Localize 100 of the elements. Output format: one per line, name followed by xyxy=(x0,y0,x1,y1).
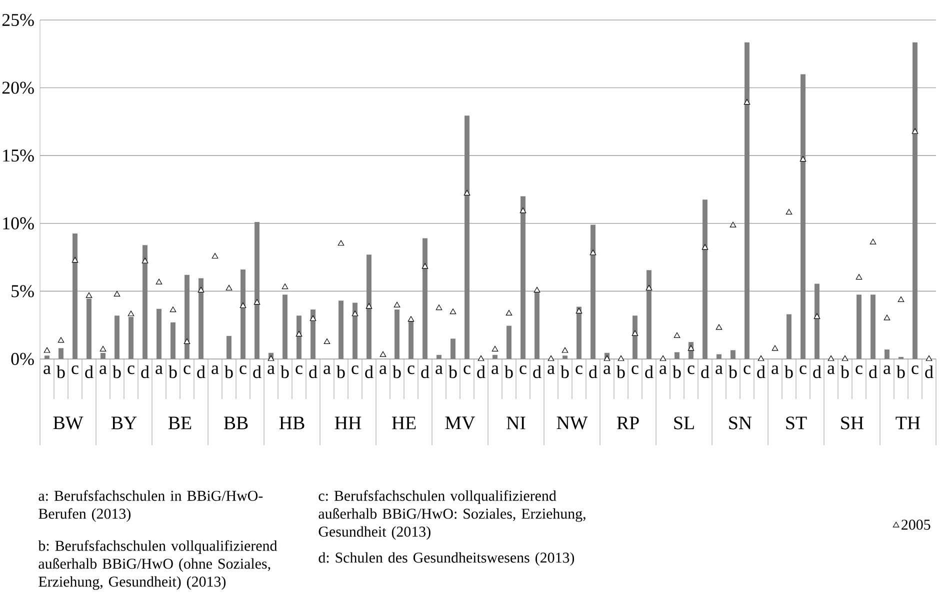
bar xyxy=(58,348,64,359)
text: BB xyxy=(224,416,248,430)
x-tick-label: a xyxy=(660,366,667,374)
x-tick-label: d xyxy=(477,365,486,378)
text: HH xyxy=(334,416,362,430)
x-tick-label: b xyxy=(896,365,905,378)
y-tick-label: 25% xyxy=(2,14,34,26)
x-tick-label: c xyxy=(576,366,582,374)
x-tick-label: a xyxy=(156,366,163,374)
text: NW xyxy=(556,416,588,430)
x-tick-label: a xyxy=(884,366,891,374)
x-tick-label: c xyxy=(72,366,78,374)
x-tick-label: c xyxy=(688,366,694,374)
x-tick-label: a xyxy=(212,366,219,374)
x-tick-label: d xyxy=(253,365,262,378)
bar xyxy=(296,316,302,359)
x-tick-label: c xyxy=(128,366,134,374)
bar xyxy=(800,74,806,359)
bar xyxy=(422,238,428,359)
x-tick-label: b xyxy=(224,365,233,378)
bar xyxy=(198,278,204,359)
x-tick-label: a xyxy=(100,366,107,374)
x-tick-label: b xyxy=(168,365,177,378)
bar xyxy=(912,42,918,359)
y-tick-label: 10% xyxy=(3,217,34,230)
bar xyxy=(170,322,176,359)
text: BY xyxy=(111,416,137,430)
bar xyxy=(702,200,708,359)
bar xyxy=(156,308,162,359)
x-tick-label: d xyxy=(813,365,822,378)
bar xyxy=(814,284,820,359)
x-tick-label: c xyxy=(632,366,638,374)
x-tick-label: a xyxy=(324,366,331,374)
x-tick-label: c xyxy=(184,366,190,374)
x-tick-label: d xyxy=(197,365,206,378)
bar xyxy=(744,42,750,359)
x-tick-label: a xyxy=(268,366,275,374)
x-tick-label: a xyxy=(604,366,611,374)
bar xyxy=(884,349,890,359)
text: BE xyxy=(168,416,192,430)
legend-label: 2005 xyxy=(902,520,930,530)
x-tick-label: d xyxy=(869,365,878,378)
bar xyxy=(492,354,498,359)
x-tick-label: b xyxy=(728,365,737,378)
x-tick-label: b xyxy=(560,365,569,378)
bar xyxy=(184,274,190,359)
x-tick-label: b xyxy=(840,365,849,378)
text: ST xyxy=(786,416,807,430)
text: SH xyxy=(841,416,864,430)
x-tick-label: d xyxy=(757,365,766,378)
x-tick-label: b xyxy=(784,365,793,378)
text: b: Berufsfachschulen vollqualifizierend außerhalb BBiG/HwO (ohne Soziales, Erziehung, Gesundheit) (2013) xyxy=(38,540,278,590)
y-tick-label: 15% xyxy=(3,150,34,162)
x-tick-label: c xyxy=(856,366,862,374)
bar xyxy=(506,326,512,359)
bar xyxy=(632,316,638,359)
bar xyxy=(436,354,442,359)
text: SL xyxy=(674,416,694,430)
text: RP xyxy=(616,416,639,430)
bar xyxy=(464,116,470,359)
bar xyxy=(590,224,596,359)
bar xyxy=(716,354,722,359)
x-tick-label: a xyxy=(548,366,555,374)
bar xyxy=(226,336,232,359)
x-tick-label: d xyxy=(701,365,710,378)
text: MV xyxy=(445,416,476,430)
bar xyxy=(562,356,568,359)
bar xyxy=(352,302,358,359)
bar xyxy=(786,314,792,359)
x-tick-label: b xyxy=(504,365,513,378)
x-tick-label: c xyxy=(520,366,526,374)
x-tick-label: a xyxy=(828,366,835,374)
bar xyxy=(338,300,344,359)
x-tick-label: c xyxy=(296,366,302,374)
x-tick-label: a xyxy=(716,366,723,374)
bar xyxy=(646,270,652,359)
bar xyxy=(366,254,372,359)
x-tick-label: a xyxy=(380,366,387,374)
text: a: Berufsfachschulen in BBiG/HwO-Berufen (2013) xyxy=(38,490,263,522)
y-tick-label: 20% xyxy=(2,82,34,94)
x-tick-label: b xyxy=(112,365,121,378)
bar xyxy=(856,294,862,359)
x-tick-label: b xyxy=(448,365,457,378)
bar xyxy=(310,309,316,359)
x-tick-label: c xyxy=(240,366,246,374)
bar xyxy=(870,294,876,359)
text: HB xyxy=(279,416,304,430)
x-tick-label: b xyxy=(392,365,401,378)
x-tick-label: d xyxy=(309,365,318,378)
x-tick-label: b xyxy=(56,365,65,378)
bar xyxy=(114,316,120,359)
bar xyxy=(254,222,260,359)
x-tick-label: c xyxy=(464,366,470,374)
bar xyxy=(520,196,526,359)
text: BW xyxy=(53,416,84,430)
x-tick-label: b xyxy=(672,365,681,378)
bar xyxy=(674,352,680,359)
y-tick-label: 0% xyxy=(11,352,34,366)
x-tick-label: d xyxy=(645,365,654,378)
bar xyxy=(730,350,736,359)
